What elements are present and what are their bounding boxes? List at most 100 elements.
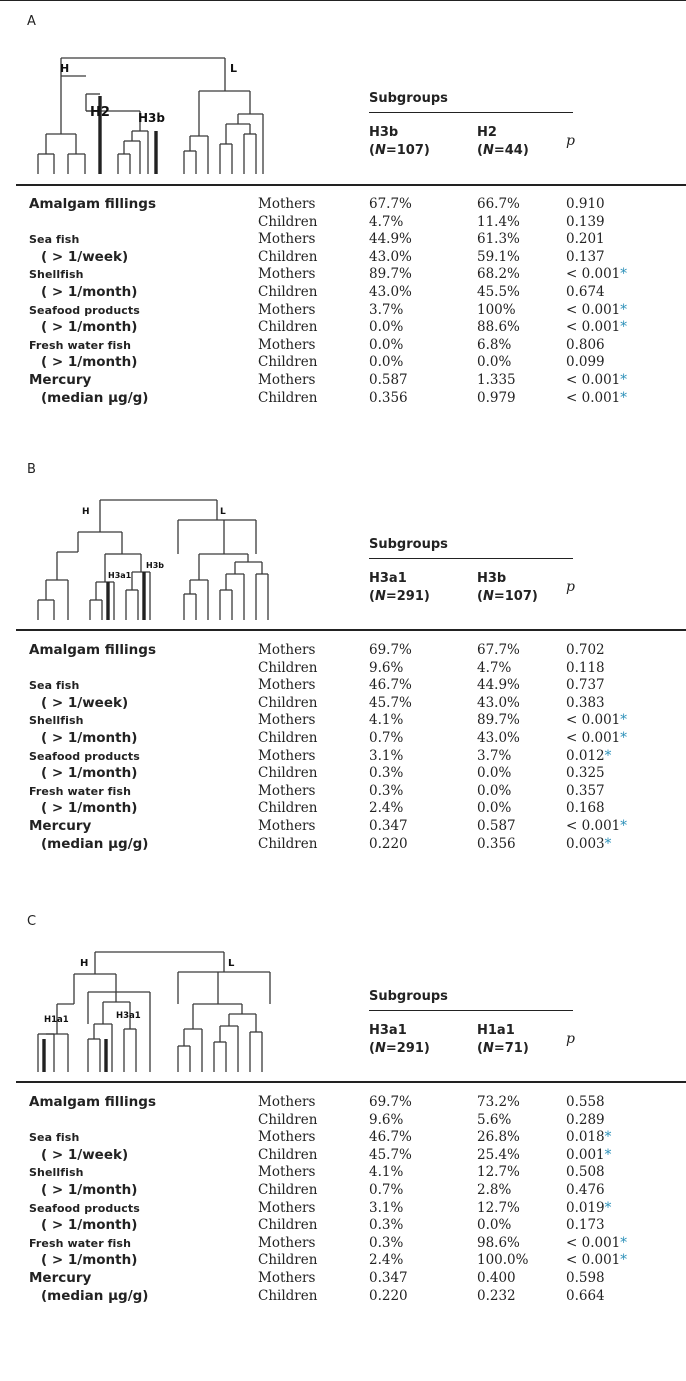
row-value-1: 0.3% (369, 1234, 404, 1251)
row-value-2: 66.7% (477, 196, 520, 212)
p-value-header: p (566, 579, 575, 595)
panel-letter: A (27, 14, 36, 29)
row-label: Fresh water fish (29, 338, 131, 352)
subgroups-rule (369, 558, 573, 559)
table-row: ( > 1/month) Children 2.4% 0.0% 0.168 (0, 800, 686, 817)
row-value-2: 5.6% (477, 1111, 512, 1128)
row-group: Children (258, 659, 318, 676)
row-p-value: 0.910 (566, 196, 605, 212)
row-label: Amalgam fillings (29, 196, 156, 212)
column-2-header-name: H2 (477, 125, 497, 140)
significance-asterisk: * (604, 1146, 612, 1163)
table-panel: B H L H3a1 H3b Subgroups H3a1 (N=291) H3b (N=107)… (0, 462, 686, 912)
row-label: ( > 1/month) (41, 1182, 138, 1198)
table-row: Sea fish Mothers 44.9% 61.3% 0.201 (0, 231, 686, 248)
table-row: Amalgam fillings Mothers 69.7% 73.2% 0.558 (0, 1094, 686, 1111)
column-2-header: H1a1 (N=71) (477, 1022, 529, 1058)
row-value-2: 73.2% (477, 1094, 520, 1110)
table-row: Fresh water fish Mothers 0.3% 98.6% < 0.001* (0, 1235, 686, 1252)
table-row: Mercury Mothers 0.347 0.587 < 0.001* (0, 818, 686, 835)
dendrogram-container: H L H2 H3b (30, 36, 292, 186)
row-value-1: 9.6% (369, 1111, 404, 1128)
row-value-2: 0.587 (477, 818, 516, 834)
row-value-1: 0.3% (369, 1217, 404, 1234)
row-value-2: 12.7% (477, 1199, 520, 1216)
dendro-label-b: H3b (138, 111, 165, 125)
table-row: (median µg/g) Children 0.356 0.979 < 0.001* (0, 390, 686, 407)
row-group: Children (258, 319, 318, 336)
row-label: ( > 1/month) (41, 1252, 138, 1269)
row-value-2: 0.0% (477, 354, 512, 371)
row-label: ( > 1/week) (41, 694, 129, 711)
table-row: Mercury Mothers 0.347 0.400 0.598 (0, 1270, 686, 1287)
row-p-value: 0.139 (566, 213, 605, 230)
row-group: Mothers (258, 818, 316, 834)
row-value-2: 0.0% (477, 782, 512, 799)
row-value-1: 0.347 (369, 1270, 408, 1286)
row-group: Children (258, 248, 318, 265)
significance-asterisk: * (620, 818, 628, 834)
table-row: Fresh water fish Mothers 0.0% 6.8% 0.806 (0, 337, 686, 354)
row-p-value: 0.476 (566, 1182, 605, 1198)
row-p-value: 0.558 (566, 1094, 605, 1110)
row-value-1: 2.4% (369, 800, 404, 817)
row-value-2: 12.7% (477, 1164, 520, 1181)
row-value-2: 0.0% (477, 800, 512, 817)
row-p-value: 0.137 (566, 248, 605, 265)
row-group: Mothers (258, 1270, 316, 1286)
row-value-1: 89.7% (369, 266, 412, 283)
table-row: ( > 1/month) Children 43.0% 45.5% 0.674 (0, 284, 686, 301)
row-p-value: 0.737 (566, 677, 605, 694)
row-value-1: 43.0% (369, 284, 412, 300)
row-group: Mothers (258, 231, 316, 248)
row-group: Mothers (258, 196, 316, 212)
row-group: Mothers (258, 1094, 316, 1110)
table-row: Seafood products Mothers 3.1% 3.7% 0.012* (0, 748, 686, 765)
row-p-value: 0.674 (566, 284, 605, 300)
row-value-2: 100.0% (477, 1252, 529, 1269)
row-label: Shellfish (29, 268, 84, 282)
header-bottom-rule (16, 1081, 686, 1083)
table-row: ( > 1/month) Children 0.7% 2.8% 0.476 (0, 1182, 686, 1199)
row-group: Mothers (258, 747, 316, 764)
row-value-2: 44.9% (477, 677, 520, 694)
row-value-2: 6.8% (477, 336, 512, 353)
row-group: Children (258, 765, 318, 782)
row-value-2: 43.0% (477, 694, 520, 711)
significance-asterisk: * (620, 730, 628, 746)
row-p-value: 0.325 (566, 765, 605, 782)
row-group: Children (258, 1252, 318, 1269)
row-value-2: 45.5% (477, 284, 520, 300)
table-row: Sea fish Mothers 46.7% 26.8% 0.018* (0, 1129, 686, 1146)
row-group: Mothers (258, 677, 316, 694)
row-label: (median µg/g) (41, 389, 149, 406)
subgroups-header: Subgroups (369, 537, 448, 552)
row-value-1: 46.7% (369, 1129, 412, 1146)
row-value-1: 45.7% (369, 694, 412, 711)
row-p-value: 0.012* (566, 747, 612, 764)
row-value-1: 3.1% (369, 747, 404, 764)
significance-asterisk: * (620, 389, 628, 406)
row-value-2: 59.1% (477, 248, 520, 265)
column-1-header-n-label: N (374, 1041, 386, 1056)
table-panel: A H L H2 H3b Subgroups H3b (N=107) H2 (N=44) p Amal… (0, 8, 686, 458)
dendro-label-h: H (82, 507, 90, 517)
significance-asterisk: * (620, 319, 628, 336)
row-value-1: 4.1% (369, 712, 404, 729)
row-group: Mothers (258, 336, 316, 353)
significance-asterisk: * (620, 372, 628, 388)
row-group: Mothers (258, 1164, 316, 1181)
row-group: Mothers (258, 1199, 316, 1216)
row-value-2: 4.7% (477, 659, 512, 676)
subgroups-header: Subgroups (369, 91, 448, 106)
row-p-value: 0.357 (566, 782, 605, 799)
column-2-header-count: (N=44) (477, 143, 529, 158)
row-group: Children (258, 389, 318, 406)
row-value-1: 0.0% (369, 319, 404, 336)
column-2-header: H3b (N=107) (477, 570, 538, 606)
row-p-value: 0.806 (566, 336, 605, 353)
row-value-2: 26.8% (477, 1129, 520, 1146)
row-p-value: 0.383 (566, 694, 605, 711)
significance-asterisk: * (620, 301, 628, 318)
row-value-1: 0.7% (369, 730, 404, 746)
